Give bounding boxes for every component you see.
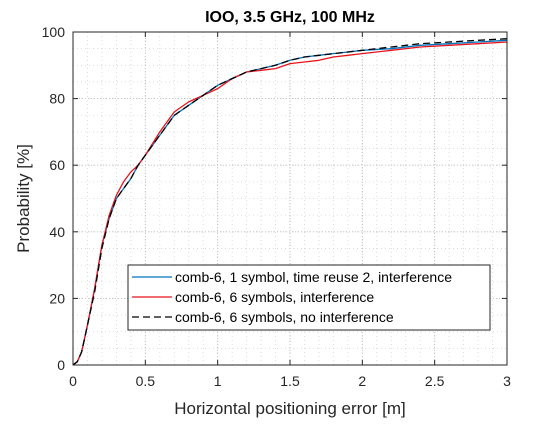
series-lines <box>72 38 508 366</box>
axis-ticks: 0 0.5 1 1.5 2 2.5 3 0 20 40 60 80 100 <box>42 24 511 389</box>
y-tick-label: 80 <box>49 91 65 107</box>
y-tick-label: 0 <box>57 357 65 373</box>
series-line-3 <box>72 38 508 366</box>
legend-box <box>127 264 491 331</box>
chart-title: IOO, 3.5 GHz, 100 MHz <box>205 9 375 26</box>
y-tick-label: 100 <box>42 24 66 40</box>
series-line-2 <box>72 41 508 366</box>
x-tick-label: 3 <box>503 373 511 389</box>
x-tick-label: 0 <box>69 373 77 389</box>
legend-label-2: comb-6, 6 symbols, interference <box>175 289 374 305</box>
legend: comb-6, 1 symbol, time reuse 2, interfer… <box>127 264 491 331</box>
x-tick-label: 2.5 <box>425 373 445 389</box>
x-tick-label: 1.5 <box>280 373 300 389</box>
y-tick-label: 20 <box>49 290 65 306</box>
x-tick-label: 0.5 <box>136 373 156 389</box>
y-tick-label: 60 <box>49 157 65 173</box>
y-tick-label: 40 <box>49 224 65 240</box>
x-tick-label: 2 <box>358 373 366 389</box>
legend-label-1: comb-6, 1 symbol, time reuse 2, interfer… <box>175 269 452 285</box>
y-axis-label: Probability [%] <box>14 144 33 253</box>
x-axis-label: Horizontal positioning error [m] <box>174 399 405 418</box>
x-tick-label: 1 <box>214 373 222 389</box>
legend-label-3: comb-6, 6 symbols, no interference <box>175 309 394 325</box>
